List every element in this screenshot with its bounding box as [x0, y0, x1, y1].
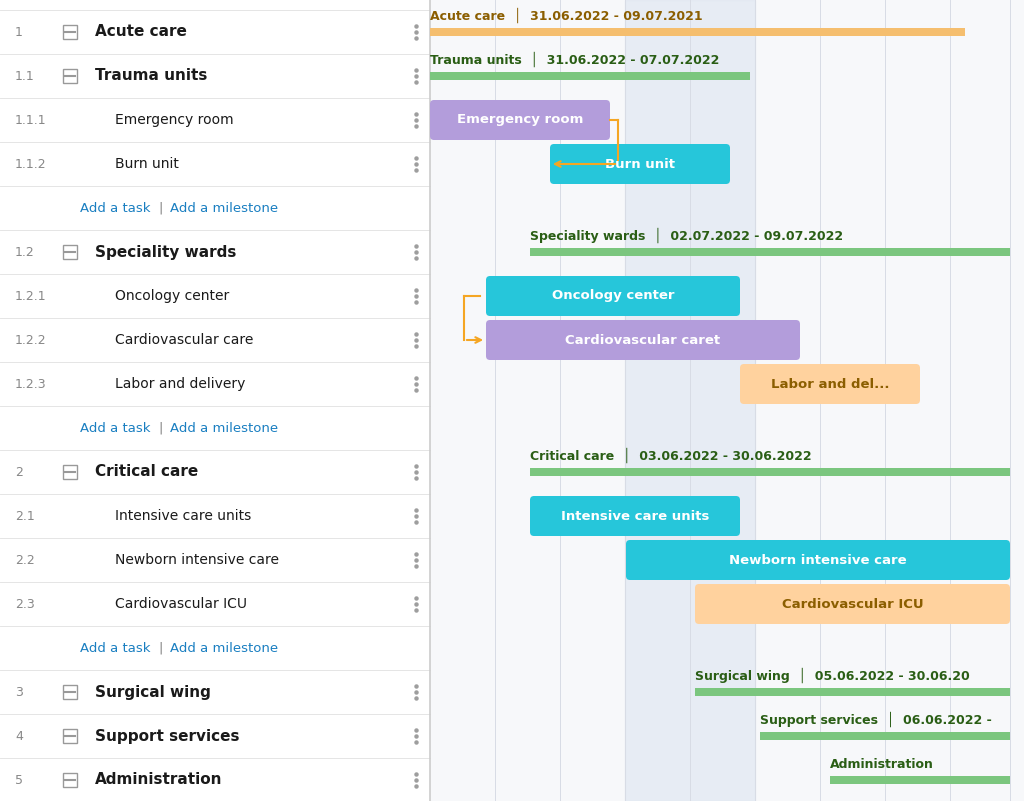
Text: Speciality wards: Speciality wards: [95, 244, 237, 260]
FancyBboxPatch shape: [740, 364, 920, 404]
Text: Add a task: Add a task: [80, 642, 151, 654]
FancyBboxPatch shape: [430, 100, 610, 140]
Bar: [625, 0, 755, 801]
FancyBboxPatch shape: [530, 496, 740, 536]
Text: Emergency room: Emergency room: [457, 114, 584, 127]
Bar: [695, 688, 1010, 696]
Text: Oncology center: Oncology center: [115, 289, 229, 303]
Text: Add a task: Add a task: [80, 202, 151, 215]
FancyBboxPatch shape: [486, 276, 740, 316]
Text: 1.1.1: 1.1.1: [15, 114, 47, 127]
Text: Labor and delivery: Labor and delivery: [115, 377, 246, 391]
Text: 2.2: 2.2: [15, 553, 35, 566]
Text: 1.2.2: 1.2.2: [15, 333, 47, 347]
Bar: [760, 732, 1010, 740]
Text: 2.1: 2.1: [15, 509, 35, 522]
Bar: [430, 28, 965, 36]
Text: 5: 5: [15, 774, 23, 787]
Text: 1.1.2: 1.1.2: [15, 158, 47, 171]
Text: Trauma units: Trauma units: [95, 69, 208, 83]
Bar: [63, 69, 77, 83]
Text: Support services: Support services: [95, 728, 240, 743]
Text: |: |: [158, 202, 163, 215]
FancyBboxPatch shape: [695, 584, 1010, 624]
Text: |: |: [158, 421, 163, 434]
Text: Intensive care units: Intensive care units: [561, 509, 710, 522]
Bar: [63, 729, 77, 743]
Text: Add a milestone: Add a milestone: [170, 202, 279, 215]
Bar: [530, 248, 1010, 256]
Bar: [430, 0, 1024, 801]
FancyBboxPatch shape: [486, 320, 800, 360]
Text: 1.1: 1.1: [15, 70, 35, 83]
Text: Surgical wing  │  05.06.2022 - 30.06.20: Surgical wing │ 05.06.2022 - 30.06.20: [695, 667, 970, 683]
Text: 4: 4: [15, 730, 23, 743]
Text: 2.3: 2.3: [15, 598, 35, 610]
Text: 1.2: 1.2: [15, 245, 35, 259]
Bar: [63, 773, 77, 787]
Bar: [430, 72, 750, 80]
Text: 1.2.3: 1.2.3: [15, 377, 47, 391]
Text: 1: 1: [15, 26, 23, 38]
Bar: [63, 685, 77, 699]
Text: Cardiovascular ICU: Cardiovascular ICU: [115, 597, 247, 611]
Text: Burn unit: Burn unit: [115, 157, 179, 171]
Text: Emergency room: Emergency room: [115, 113, 233, 127]
Text: Acute care  │  31.06.2022 - 09.07.2021: Acute care │ 31.06.2022 - 09.07.2021: [430, 7, 702, 23]
Text: Administration: Administration: [830, 758, 934, 771]
Bar: [63, 25, 77, 39]
Text: Trauma units  │  31.06.2022 - 07.07.2022: Trauma units │ 31.06.2022 - 07.07.2022: [430, 51, 720, 67]
Bar: [63, 465, 77, 479]
Text: 3: 3: [15, 686, 23, 698]
Text: 1.2.1: 1.2.1: [15, 289, 47, 303]
FancyBboxPatch shape: [626, 540, 1010, 580]
Text: Add a task: Add a task: [80, 421, 151, 434]
Text: Support services  │  06.06.2022 -: Support services │ 06.06.2022 -: [760, 711, 992, 727]
Text: Intensive care units: Intensive care units: [115, 509, 251, 523]
Text: Surgical wing: Surgical wing: [95, 685, 211, 699]
Text: Newborn intensive care: Newborn intensive care: [729, 553, 907, 566]
Text: Add a milestone: Add a milestone: [170, 642, 279, 654]
Text: Oncology center: Oncology center: [552, 289, 674, 303]
Bar: [830, 776, 1010, 784]
Text: Cardiovascular caret: Cardiovascular caret: [565, 333, 721, 347]
Text: Speciality wards  │  02.07.2022 - 09.07.2022: Speciality wards │ 02.07.2022 - 09.07.20…: [530, 227, 843, 243]
Bar: [63, 245, 77, 259]
Text: Burn unit: Burn unit: [605, 158, 675, 171]
Text: Administration: Administration: [95, 772, 222, 787]
Text: Labor and del...: Labor and del...: [771, 377, 889, 391]
Text: 2: 2: [15, 465, 23, 478]
Bar: [530, 468, 1010, 476]
Text: |: |: [158, 642, 163, 654]
FancyBboxPatch shape: [550, 144, 730, 184]
Text: Cardiovascular care: Cardiovascular care: [115, 333, 253, 347]
Text: Critical care: Critical care: [95, 465, 199, 480]
Text: Critical care  │  03.06.2022 - 30.06.2022: Critical care │ 03.06.2022 - 30.06.2022: [530, 448, 812, 463]
Text: Newborn intensive care: Newborn intensive care: [115, 553, 279, 567]
Bar: [0, 0, 430, 801]
Text: Acute care: Acute care: [95, 25, 186, 39]
Text: Cardiovascular ICU: Cardiovascular ICU: [781, 598, 924, 610]
Text: Add a milestone: Add a milestone: [170, 421, 279, 434]
